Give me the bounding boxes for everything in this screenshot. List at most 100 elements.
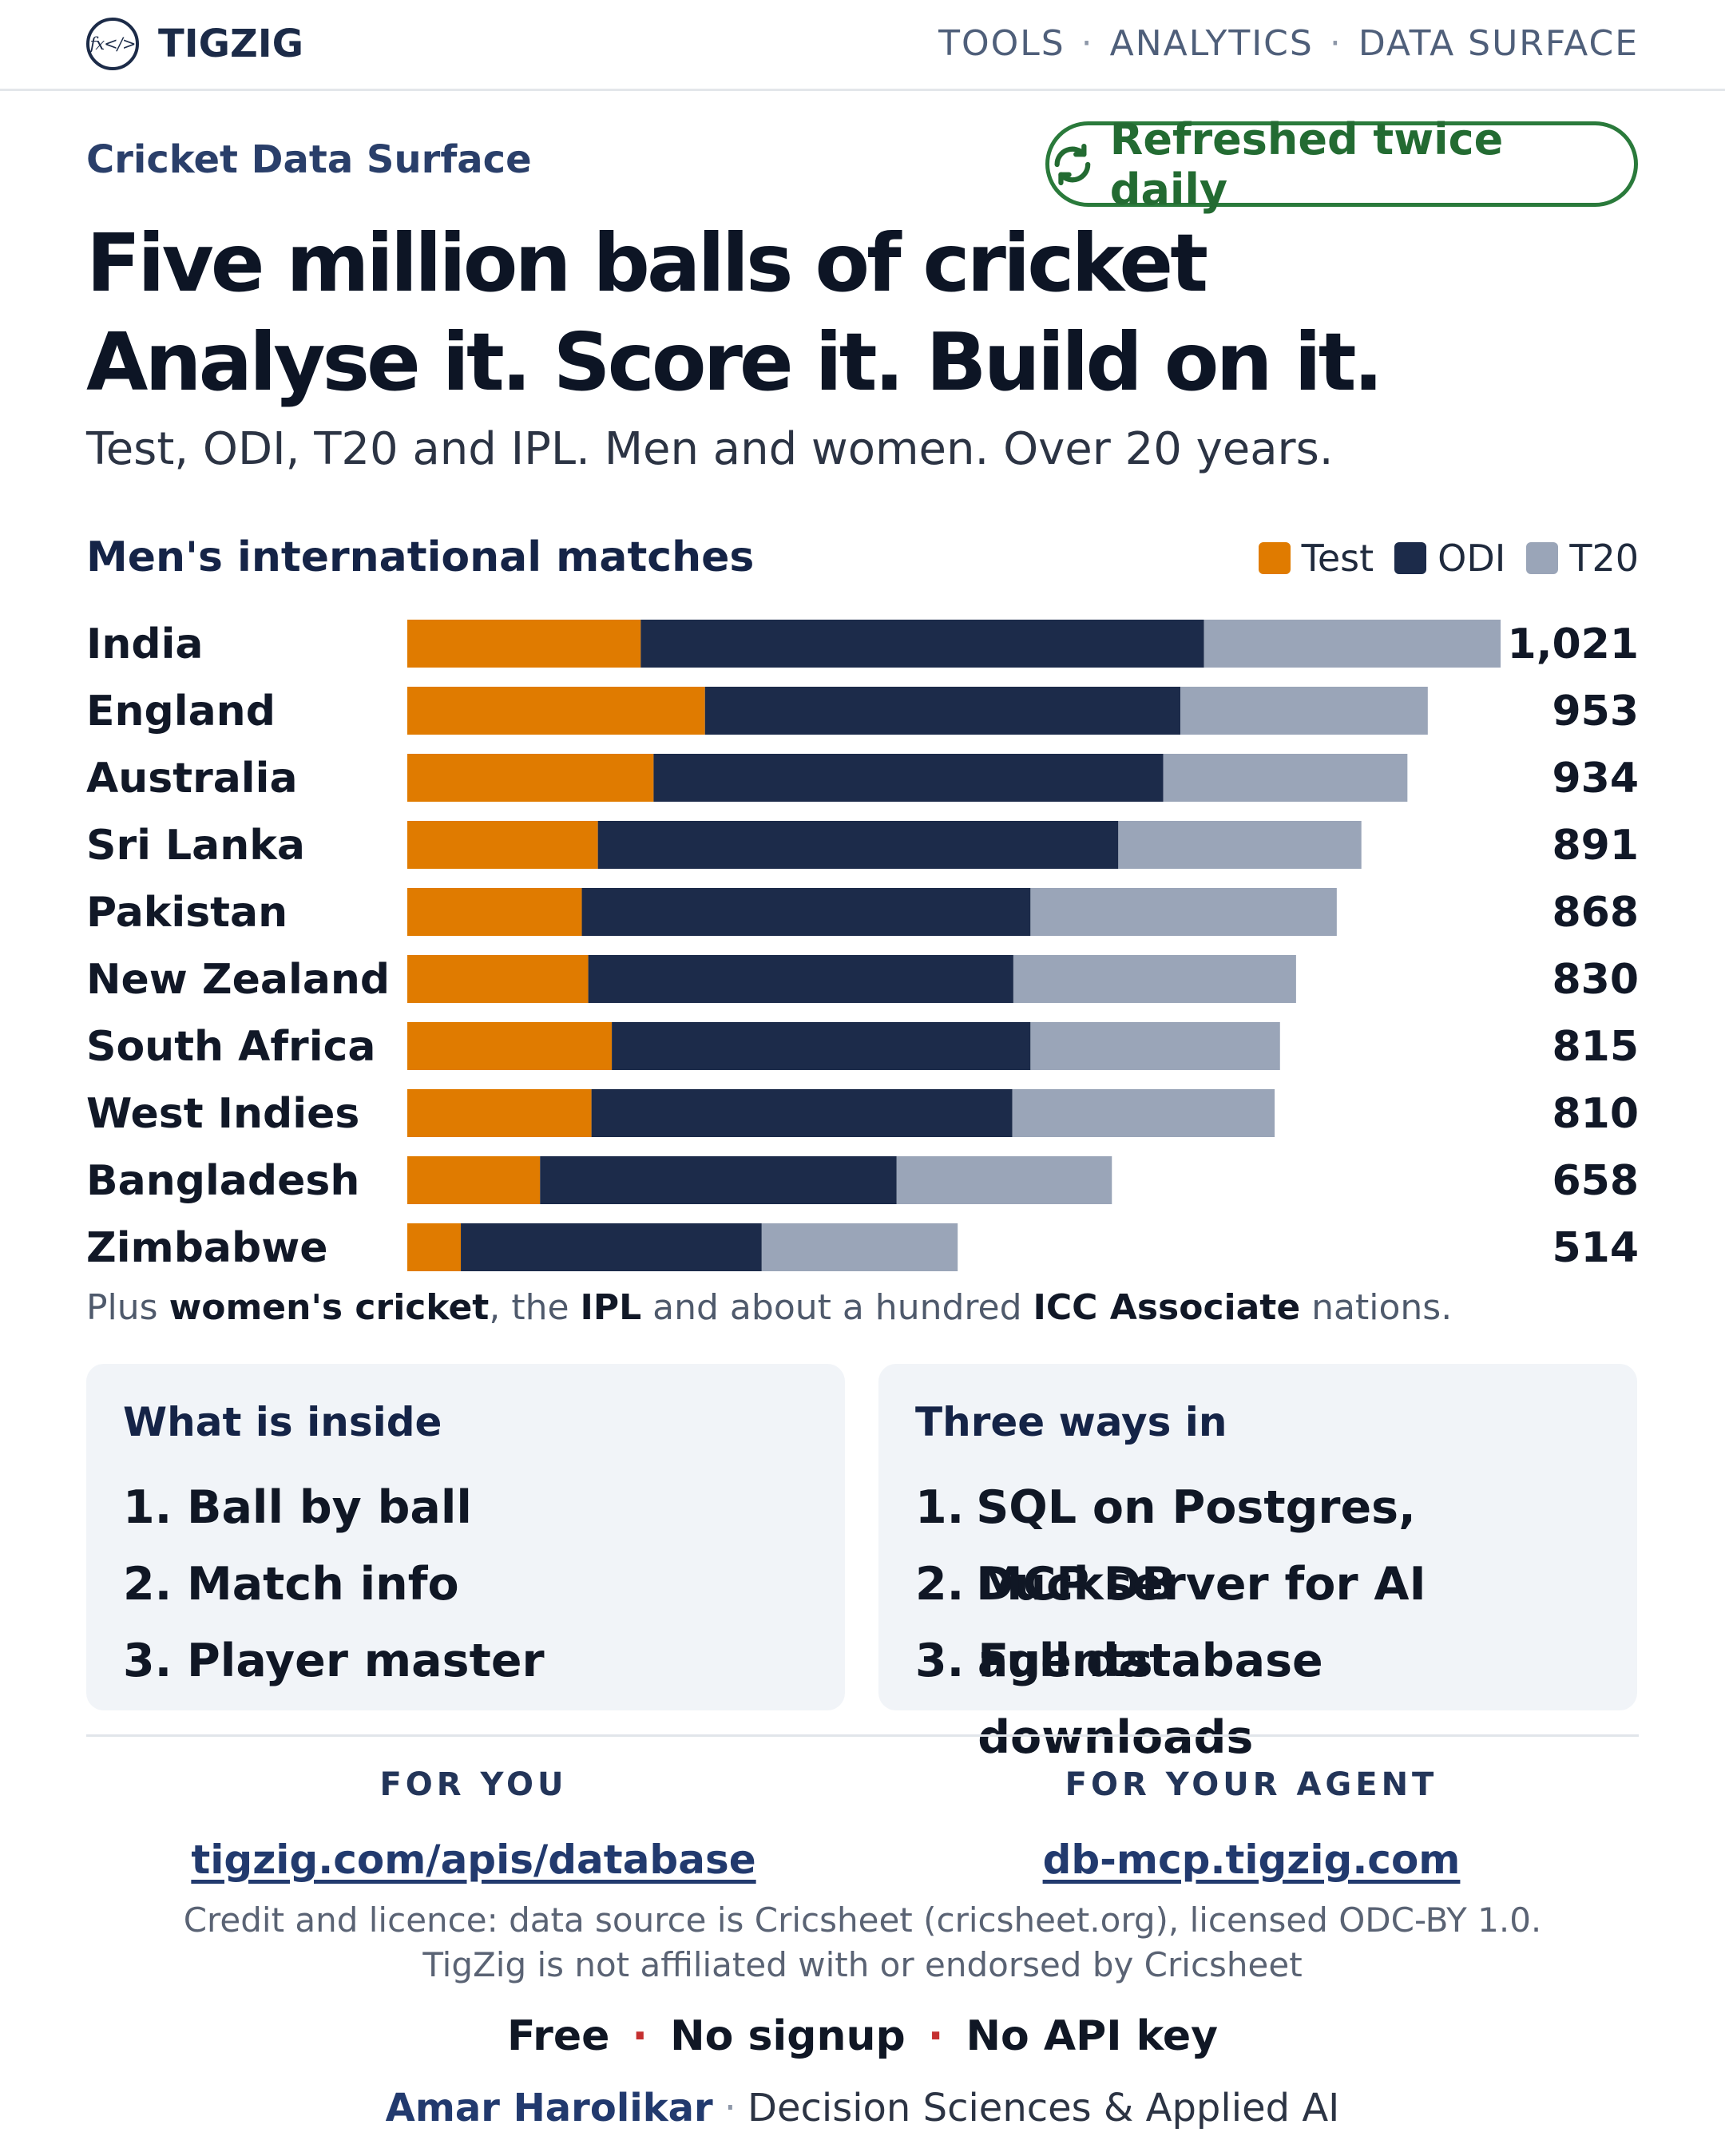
bar-segment-test bbox=[407, 955, 589, 1003]
legend-swatch-t20 bbox=[1526, 542, 1559, 574]
list-item: 3. Player master bbox=[123, 1623, 808, 1699]
bar-segment-t20 bbox=[1204, 620, 1501, 668]
list-item-label: Ball by ball bbox=[187, 1481, 472, 1534]
bar-row: West Indies 810 bbox=[86, 1089, 1639, 1138]
tag-separator: · bbox=[927, 2012, 944, 2060]
bar-segment-test bbox=[407, 1223, 462, 1271]
nav-item-analytics[interactable]: ANALYTICS bbox=[1109, 23, 1314, 64]
list-item: 3. Full database downloads bbox=[915, 1623, 1600, 1764]
category-label: Sri Lanka bbox=[86, 822, 305, 870]
category-label: West Indies bbox=[86, 1090, 359, 1138]
list-number: 3. bbox=[915, 1635, 965, 1687]
top-nav: TOOLS · ANALYTICS · DATA SURFACE bbox=[938, 18, 1639, 70]
legend-label-odi: ODI bbox=[1438, 537, 1506, 580]
badge-text: Refreshed twice daily bbox=[1109, 113, 1504, 215]
nav-item-tools[interactable]: TOOLS bbox=[938, 23, 1065, 64]
category-label: England bbox=[86, 688, 276, 735]
eyebrow-label: Cricket Data Surface bbox=[86, 137, 532, 182]
author-line: Amar Harolikar · Decision Sciences & Appli… bbox=[0, 2086, 1725, 2130]
bar-row: Bangladesh 658 bbox=[86, 1156, 1639, 1205]
bar-segment-test bbox=[407, 821, 598, 869]
nav-item-data-surface[interactable]: DATA SURFACE bbox=[1358, 23, 1639, 64]
mcp-link[interactable]: db-mcp.tigzig.com bbox=[1042, 1837, 1461, 1883]
list-number: 1. bbox=[123, 1481, 172, 1534]
bar-segment-t20 bbox=[1013, 955, 1296, 1003]
bar-row: Zimbabwe 514 bbox=[86, 1223, 1639, 1272]
total-value-label: 891 bbox=[1552, 822, 1639, 870]
total-value-label: 830 bbox=[1552, 956, 1639, 1004]
list-number: 3. bbox=[123, 1635, 172, 1687]
headline-line-2: Analyse it. Score it. Build on it. bbox=[86, 315, 1384, 409]
for-agent-label: FOR YOUR AGENT bbox=[1065, 1766, 1438, 1803]
legend-item-odi: ODI bbox=[1394, 537, 1505, 580]
brand-name[interactable]: TIGZIG bbox=[158, 22, 304, 66]
bar-segment-t20 bbox=[1118, 821, 1362, 869]
category-label: New Zealand bbox=[86, 956, 390, 1004]
bar-segment-test bbox=[407, 620, 641, 668]
bar-segment-t20 bbox=[1030, 1022, 1280, 1070]
bar-segment-test bbox=[407, 888, 582, 936]
tag-free: Free bbox=[506, 2012, 610, 2060]
note-text: Plus bbox=[86, 1287, 169, 1328]
top-bar: fx</> TIGZIG TOOLS · ANALYTICS · DATA SU… bbox=[0, 0, 1725, 91]
bar-segment-odi bbox=[640, 620, 1204, 668]
note-emphasis-icc: ICC Associate bbox=[1033, 1287, 1301, 1328]
bar-row: Sri Lanka 891 bbox=[86, 821, 1639, 870]
bar-segment-odi bbox=[597, 821, 1119, 869]
database-link[interactable]: tigzig.com/apis/database bbox=[191, 1837, 756, 1883]
bar-segment-odi bbox=[461, 1223, 762, 1271]
bar-segment-t20 bbox=[1180, 687, 1428, 735]
card-three-ways-in: Three ways in 1. SQL on Postgres, DuckDB … bbox=[878, 1364, 1637, 1764]
feature-tags: Free · No signup · No API key bbox=[0, 2012, 1725, 2060]
card-title: Three ways in bbox=[915, 1399, 1227, 1445]
for-agent-section: FOR YOUR AGENT db-mcp.tigzig.com bbox=[892, 1766, 1611, 1883]
bar-segment-test bbox=[407, 1156, 541, 1204]
bar-segment-t20 bbox=[896, 1156, 1112, 1204]
tag-no-signup: No signup bbox=[670, 2012, 906, 2060]
bar-segment-t20 bbox=[1012, 1089, 1275, 1137]
note-text: nations. bbox=[1300, 1287, 1453, 1328]
bar-segment-test bbox=[407, 1022, 613, 1070]
fx-logo-icon[interactable]: fx</> bbox=[86, 18, 139, 70]
note-emphasis-ipl: IPL bbox=[580, 1287, 642, 1328]
bar-segment-odi bbox=[704, 687, 1181, 735]
list-number: 2. bbox=[915, 1558, 965, 1611]
tag-no-api-key: No API key bbox=[966, 2012, 1219, 2060]
bar-row: Australia 934 bbox=[86, 754, 1639, 803]
author-role: Decision Sciences & Applied AI bbox=[747, 2086, 1340, 2130]
category-label: Australia bbox=[86, 755, 298, 803]
bar-segment-t20 bbox=[761, 1223, 958, 1271]
total-value-label: 815 bbox=[1552, 1023, 1639, 1071]
bar-segment-t20 bbox=[1163, 754, 1408, 802]
chart-title: Men's international matches bbox=[86, 533, 755, 581]
bar-segment-odi bbox=[540, 1156, 897, 1204]
total-value-label: 1,021 bbox=[1508, 620, 1639, 668]
bar-segment-t20 bbox=[1030, 888, 1337, 936]
bar-row: New Zealand 830 bbox=[86, 955, 1639, 1004]
author-separator: · bbox=[724, 2086, 736, 2130]
list-item-label: Match info bbox=[187, 1558, 459, 1611]
stacked-bar-chart: India 1,021 England 953 Australia 934 Sri Lank… bbox=[86, 620, 1639, 1272]
list-item: 2. MCP server for AI agents bbox=[915, 1546, 1600, 1687]
inside-list: 1. Ball by ball 2. Match info 3. Player mas… bbox=[123, 1469, 808, 1699]
list-item-label: SQL on Postgres, DuckDB bbox=[976, 1481, 1416, 1611]
legend-swatch-odi bbox=[1394, 542, 1427, 574]
disclaimer-line: TigZig is not affiliated with or endorse… bbox=[422, 1945, 1303, 1984]
card-what-is-inside: What is inside 1. Ball by ball 2. Match in… bbox=[86, 1364, 845, 1710]
bar-segment-odi bbox=[588, 955, 1013, 1003]
nav-separator: · bbox=[1081, 23, 1094, 64]
total-value-label: 810 bbox=[1552, 1090, 1639, 1138]
total-value-label: 658 bbox=[1552, 1157, 1639, 1205]
nav-separator: · bbox=[1329, 23, 1342, 64]
list-item-label: Full database downloads bbox=[978, 1635, 1323, 1764]
category-label: Pakistan bbox=[86, 889, 288, 937]
total-value-label: 953 bbox=[1552, 688, 1639, 735]
bar-segment-odi bbox=[581, 888, 1031, 936]
legend-label-t20: T20 bbox=[1569, 537, 1639, 580]
divider bbox=[86, 1734, 1639, 1737]
category-label: Zimbabwe bbox=[86, 1224, 328, 1272]
list-item: 2. Match info bbox=[123, 1546, 808, 1623]
bar-row: India 1,021 bbox=[86, 620, 1639, 668]
refresh-badge: Refreshed twice daily bbox=[1045, 114, 1638, 215]
note-text: and about a hundred bbox=[641, 1287, 1033, 1328]
